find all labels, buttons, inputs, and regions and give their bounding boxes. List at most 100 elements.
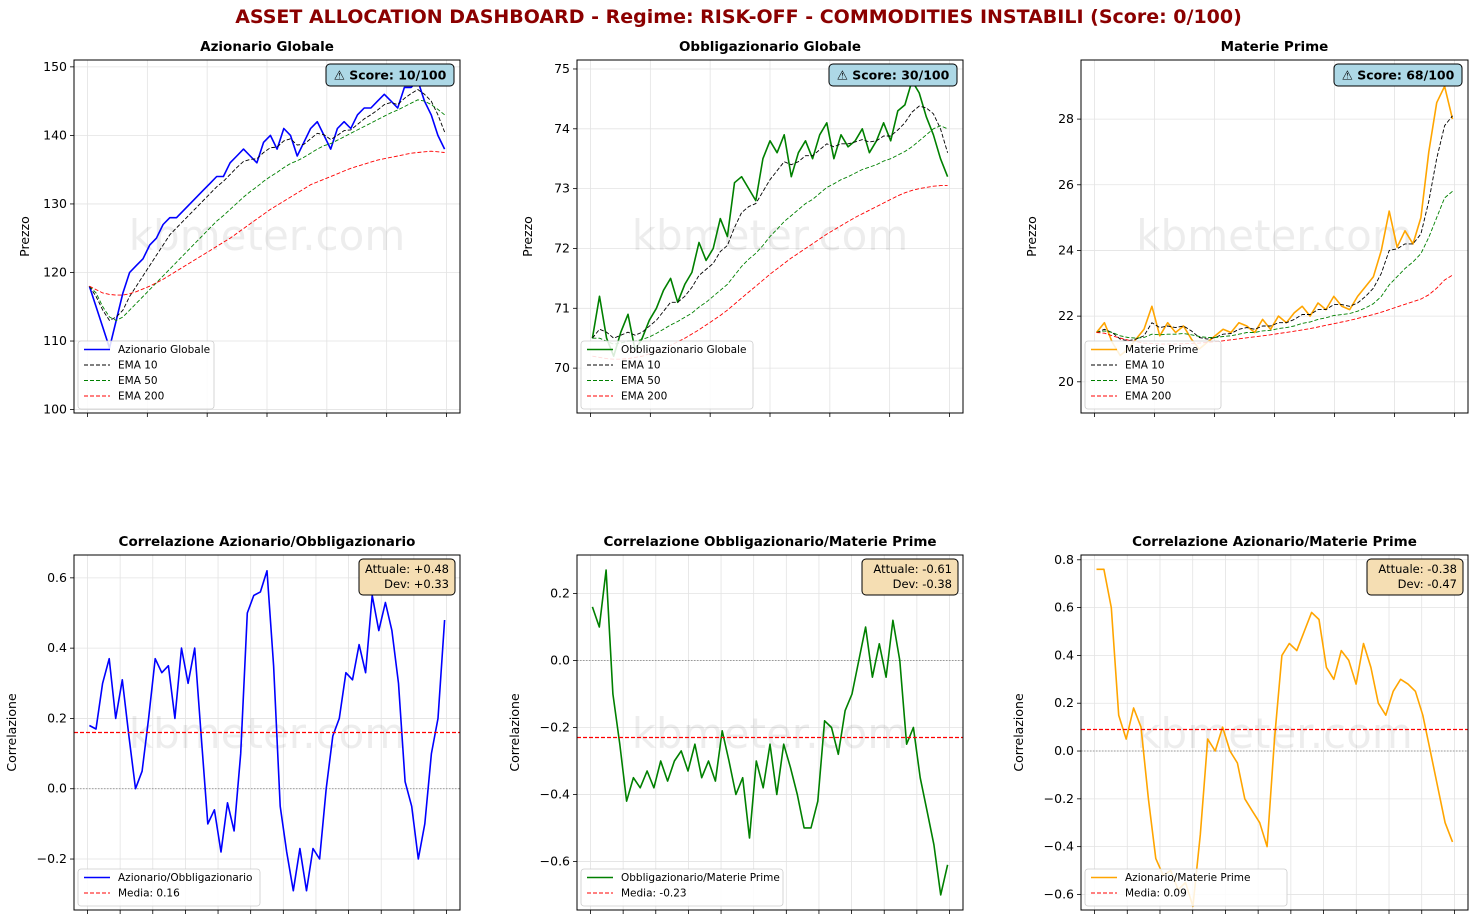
chart-title: Obbligazionario Globale (679, 39, 861, 55)
series-line-4 (89, 150, 445, 296)
series-line-1 (89, 569, 446, 892)
y-tick-label: −0.2 (37, 851, 67, 866)
legend-label: Azionario/Obbligazionario (118, 872, 252, 884)
legend-label: EMA 50 (1125, 375, 1165, 387)
plot-frame (73, 59, 461, 414)
y-tick-label: 0.2 (550, 586, 570, 601)
chart-panel-6: −0.6−0.4−0.20.00.20.40.60.8kbmeter.comCo… (1011, 534, 1469, 914)
info-box (358, 558, 456, 596)
legend-box (77, 868, 261, 907)
y-axis-label: Prezzo (1024, 216, 1039, 257)
chart-title: Materie Prime (1221, 39, 1329, 55)
y-tick-label: 0.2 (47, 710, 67, 725)
watermark: kbmeter.com (632, 709, 909, 758)
legend-label: Media: -0.23 (621, 888, 687, 900)
score-box (325, 63, 455, 87)
series-line-3 (1096, 190, 1453, 339)
watermark: kbmeter.com (129, 211, 406, 260)
legend-label: Azionario Globale (118, 344, 210, 356)
y-tick-label: 72 (554, 240, 570, 255)
series-line-1 (591, 569, 949, 896)
y-tick-label: −0.2 (540, 719, 570, 734)
chart-title: Correlazione Azionario/Obbligazionario (119, 534, 416, 550)
legend-label: Obbligazionario/Materie Prime (621, 872, 780, 884)
legend-box (77, 340, 215, 410)
y-tick-label: 0.4 (1054, 647, 1074, 662)
chart-title: Correlazione Azionario/Materie Prime (1132, 534, 1417, 550)
chart-title: Azionario Globale (200, 39, 334, 55)
y-axis-label: Correlazione (1011, 693, 1026, 772)
chart-title: Correlazione Obbligazionario/Materie Pri… (603, 534, 936, 550)
legend-label: Media: 0.16 (118, 888, 180, 900)
chart-panel-4: −0.2 0.0 0.2 0.4 0.6 kbmeter.com Correlazione … (4, 534, 461, 914)
series-line-2 (1096, 115, 1453, 342)
chart-panel-3: 20 22 24 26 28 kbmeter.com Materie Prime Prezzo… (1024, 39, 1469, 417)
plot-frame (1080, 59, 1469, 414)
legend-label: EMA 10 (118, 360, 158, 372)
y-axis-label: Prezzo (520, 216, 535, 257)
info-box (1366, 558, 1464, 596)
y-tick-label: 70 (554, 360, 570, 375)
y-tick-label: −0.6 (1044, 886, 1074, 901)
plot-frame (576, 554, 964, 911)
score-text: ⚠ Score: 68/100 (1342, 68, 1455, 83)
legend-label: EMA 10 (1125, 360, 1165, 372)
series-line-2 (592, 105, 949, 339)
series-line-1 (1095, 85, 1454, 357)
y-tick-label: 74 (554, 121, 570, 136)
legend-label: EMA 200 (118, 391, 164, 403)
y-tick-label: −0.4 (1044, 839, 1074, 854)
info-text: Attuale: -0.61 (873, 562, 952, 576)
y-tick-label: 0.4 (47, 640, 67, 655)
info-text: Dev: +0.33 (384, 577, 449, 591)
legend-label: EMA 50 (118, 375, 158, 387)
legend-box (580, 340, 754, 410)
y-tick-label: 120 (43, 264, 67, 279)
y-tick-label: 0.8 (1054, 552, 1074, 567)
watermark: kbmeter.com (129, 709, 406, 758)
y-tick-label: −0.4 (540, 786, 570, 801)
score-text: ⚠ Score: 30/100 (837, 68, 950, 83)
y-axis-label: Correlazione (507, 693, 522, 772)
legend-label: EMA 200 (1125, 391, 1171, 403)
y-tick-label: 0.6 (47, 570, 67, 585)
y-tick-label: 0.0 (550, 652, 570, 667)
score-box (828, 63, 958, 87)
y-tick-label: 130 (43, 196, 67, 211)
y-tick-label: 26 (1058, 177, 1074, 192)
y-tick-label: 100 (43, 402, 67, 417)
plot-area (577, 555, 963, 910)
series-line-2 (89, 89, 446, 321)
y-tick-label: 140 (43, 127, 67, 142)
series-line-1 (591, 80, 949, 358)
info-text: Dev: -0.38 (893, 577, 952, 591)
score-box (1333, 63, 1463, 87)
y-tick-label: 150 (43, 59, 67, 74)
y-tick-label: 0.6 (1054, 600, 1074, 615)
plot-frame (1080, 554, 1469, 911)
legend-box (1084, 868, 1288, 907)
series-line-1 (88, 79, 446, 349)
chart-panel-5: −0.6 −0.4 −0.2 0.0 0.2 kbmeter.com Correlazion… (507, 534, 964, 914)
legend-label: EMA 200 (621, 391, 667, 403)
y-axis-label: Correlazione (4, 693, 19, 772)
series-line-3 (592, 125, 948, 345)
legend-box (1084, 340, 1222, 410)
plot-frame (576, 59, 964, 414)
score-text: ⚠ Score: 10/100 (334, 68, 447, 83)
info-text: Attuale: +0.48 (365, 562, 449, 576)
legend-label: EMA 10 (621, 360, 661, 372)
y-tick-label: 110 (43, 333, 67, 348)
chart-panel-2: 70 71 72 73 74 75 kbmeter.com Obbligazionario G… (520, 39, 964, 417)
y-tick-label: 24 (1058, 242, 1074, 257)
watermark: kbmeter.com (632, 211, 909, 260)
legend-label: EMA 50 (621, 375, 661, 387)
y-tick-label: 0.0 (47, 781, 67, 796)
legend-label: Obbligazionario Globale (621, 344, 746, 356)
y-tick-label: 0.0 (1054, 743, 1074, 758)
series-line-3 (89, 99, 445, 321)
y-tick-label: 22 (1058, 308, 1074, 323)
series-line-1 (1096, 568, 1454, 908)
y-axis-label: Prezzo (17, 216, 32, 257)
